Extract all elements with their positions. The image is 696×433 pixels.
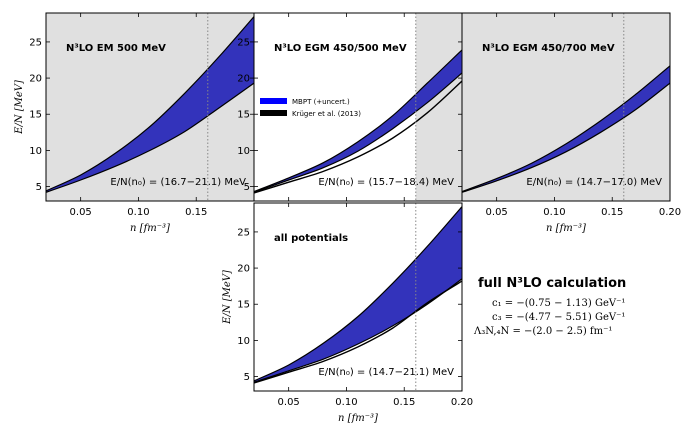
y-tick-label: 10 — [237, 146, 250, 157]
x-tick-label: 0.15 — [601, 207, 623, 218]
mbpt-band-lower-edge — [254, 72, 462, 193]
panel-annotation: E/N(n₀) = (14.7−21.1) MeV — [318, 367, 454, 378]
mbpt-band-lower-edge — [254, 278, 462, 383]
legend-swatch-mbpt — [260, 98, 287, 104]
shaded-region — [46, 13, 254, 201]
lambda-line: Λ₃N,₄N = −(2.0 − 2.5) fm⁻¹ — [473, 326, 612, 337]
mbpt-band-upper-edge — [254, 206, 462, 382]
x-tick-label: 0.05 — [278, 397, 300, 408]
y-tick-label: 20 — [29, 74, 42, 85]
x-tick-label: 0.20 — [659, 207, 681, 218]
panel-frame — [461, 12, 671, 202]
plot-area — [254, 206, 462, 384]
c1-line: c₁ = −(0.75 − 1.13) GeV⁻¹ — [492, 298, 625, 309]
mbpt-band-upper-edge — [254, 49, 462, 193]
y-tick-label: 15 — [237, 110, 250, 121]
mbpt-band-upper-edge — [462, 65, 670, 193]
x-axis-label: n [fm⁻³] — [130, 223, 170, 234]
legend: MBPT (+uncert.) Krüger et al. (2013) — [260, 98, 361, 118]
x-tick-label: 0.05 — [486, 207, 508, 218]
panel-1: 5 10 15 20 25 0.05 0.10 0.15 N³LO EM 500 MeV E/N(… — [14, 12, 255, 234]
x-tick-label: 0.10 — [335, 397, 357, 408]
y-axis-label: E/N [MeV] — [222, 270, 233, 325]
x-tick-label: 0.10 — [127, 207, 149, 218]
x-tick-label: 0.20 — [451, 397, 473, 408]
panel-title: all potentials — [274, 233, 348, 244]
y-tick-label: 15 — [29, 110, 42, 121]
legend-label-kruger: Krüger et al. (2013) — [292, 110, 361, 118]
plot-area — [462, 65, 670, 193]
y-tick-label: 5 — [244, 372, 250, 383]
side-info: full N³LO calculation c₁ = −(0.75 − 1.13… — [473, 276, 626, 337]
panel-4: 5 10 15 20 25 0.05 0.10 0.15 0.20 all potentials E… — [222, 202, 473, 424]
x-tick-label: 0.15 — [185, 207, 207, 218]
plot-area — [254, 49, 462, 194]
x-tick-label: 0.10 — [543, 207, 565, 218]
x-axis-label: n [fm⁻³] — [338, 413, 378, 424]
y-tick-label: 25 — [237, 37, 250, 48]
x-tick-label: 0.05 — [70, 207, 92, 218]
y-tick-label: 15 — [237, 300, 250, 311]
legend-swatch-kruger — [260, 110, 287, 116]
y-tick-label: 25 — [29, 37, 42, 48]
legend-label-mbpt: MBPT (+uncert.) — [292, 98, 350, 106]
c3-line: c₃ = −(4.77 − 5.51) GeV⁻¹ — [492, 312, 625, 323]
side-title: full N³LO calculation — [478, 276, 626, 291]
panel-annotation: E/N(n₀) = (14.7−17.0) MeV — [526, 177, 662, 188]
panel-annotation: E/N(n₀) = (15.7−18.4) MeV — [318, 177, 454, 188]
mbpt-band-upper-edge — [46, 16, 254, 192]
plot-area — [46, 16, 254, 193]
y-tick-label: 5 — [36, 182, 42, 193]
panel-3: 0.05 0.10 0.15 0.20 N³LO EGM 450/700 MeV E/N(… — [461, 12, 681, 234]
y-tick-label: 20 — [237, 264, 250, 275]
panel-frame — [253, 202, 463, 392]
y-tick-label: 5 — [244, 182, 250, 193]
x-tick-label: 0.15 — [393, 397, 415, 408]
mbpt-band-lower-edge — [46, 82, 254, 193]
y-tick-label: 10 — [237, 336, 250, 347]
mbpt-band — [254, 206, 462, 383]
shaded-region — [415, 13, 462, 201]
y-tick-label: 20 — [237, 74, 250, 85]
x-axis-label: n [fm⁻³] — [546, 223, 586, 234]
mbpt-band — [46, 16, 254, 193]
y-axis-label: E/N [MeV] — [14, 80, 25, 135]
kruger-line — [254, 280, 462, 384]
mbpt-band-lower-edge — [462, 82, 670, 193]
panels: 5 10 15 20 25 0.05 0.10 0.15 N³LO EM 500 MeV E/N(… — [14, 12, 681, 424]
y-tick-label: 25 — [237, 227, 250, 238]
panel-title: N³LO EM 500 MeV — [66, 43, 166, 54]
y-tick-label: 10 — [29, 146, 42, 157]
panel-annotation: E/N(n₀) = (16.7−21.1) MeV — [110, 177, 246, 188]
kruger-line — [254, 80, 462, 194]
panel-2: 5 10 15 20 25 N³LO EGM 450/500 MeV E/N(n₀) = (… — [237, 12, 463, 202]
panel-title: N³LO EGM 450/500 MeV — [274, 43, 407, 54]
panel-title: N³LO EGM 450/700 MeV — [482, 43, 615, 54]
